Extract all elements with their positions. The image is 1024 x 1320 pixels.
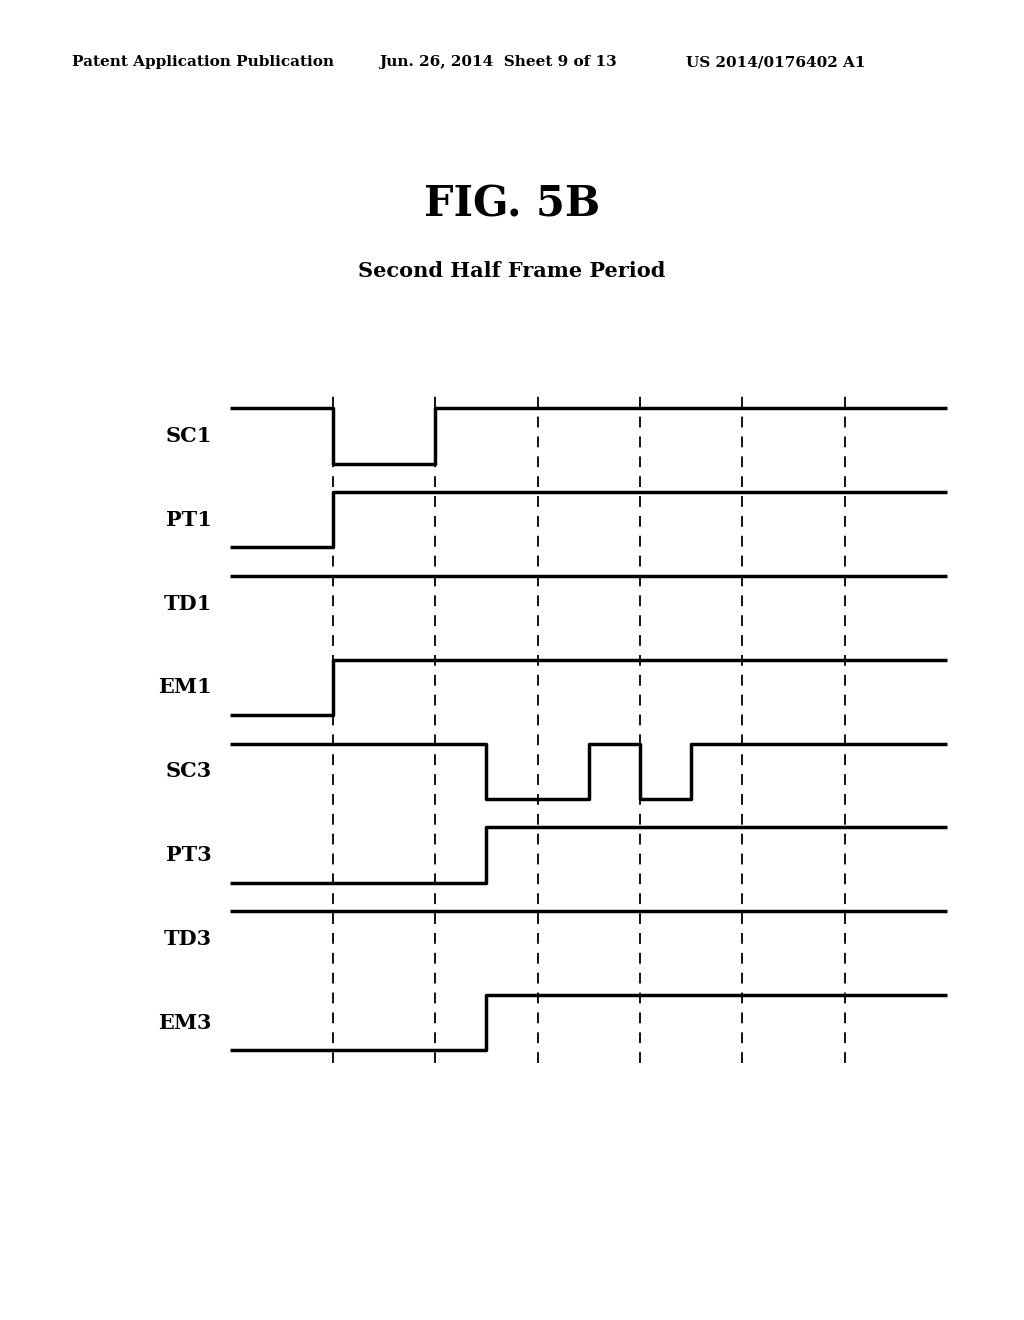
Text: US 2014/0176402 A1: US 2014/0176402 A1	[686, 55, 865, 70]
Text: SC3: SC3	[166, 762, 212, 781]
Text: Patent Application Publication: Patent Application Publication	[72, 55, 334, 70]
Text: FIG. 5B: FIG. 5B	[424, 183, 600, 226]
Text: Jun. 26, 2014  Sheet 9 of 13: Jun. 26, 2014 Sheet 9 of 13	[379, 55, 616, 70]
Text: Second Half Frame Period: Second Half Frame Period	[358, 260, 666, 281]
Text: TD1: TD1	[164, 594, 212, 614]
Text: SC1: SC1	[166, 426, 212, 446]
Text: EM1: EM1	[159, 677, 212, 697]
Text: PT3: PT3	[166, 845, 212, 865]
Text: PT1: PT1	[166, 510, 212, 529]
Text: EM3: EM3	[159, 1012, 212, 1032]
Text: TD3: TD3	[164, 929, 212, 949]
